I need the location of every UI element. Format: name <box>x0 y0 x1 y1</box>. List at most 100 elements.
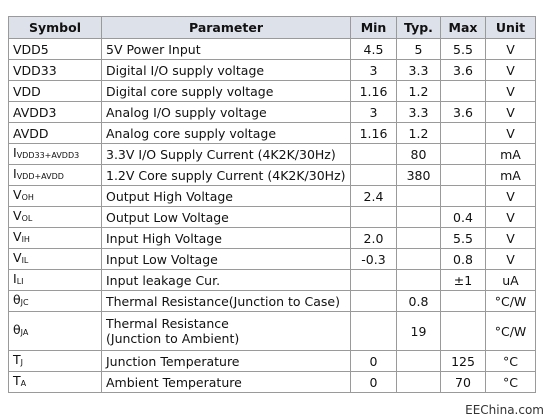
min-cell <box>350 311 397 351</box>
symbol-cell: θJA <box>8 311 102 351</box>
symbol-cell: IVDD+AVDD <box>8 164 102 186</box>
min-cell: 0 <box>350 371 397 393</box>
symbol-cell: VDD <box>8 80 102 102</box>
unit-cell: mA <box>485 143 536 165</box>
unit-cell: V <box>485 227 536 249</box>
unit-cell: °C <box>485 350 536 372</box>
min-cell: 0 <box>350 350 397 372</box>
parameter-cell: 1.2V Core supply Current (4K2K/30Hz) <box>101 164 351 186</box>
table-row: ILI Input leakage Cur. ±1 uA <box>8 269 536 291</box>
max-cell <box>440 290 486 312</box>
symbol-cell: VOH <box>8 185 102 207</box>
typ-cell <box>396 371 441 393</box>
symbol-cell: VIL <box>8 248 102 270</box>
max-cell: ±1 <box>440 269 486 291</box>
symbol-cell: IVDD33+AVDD3 <box>8 143 102 165</box>
unit-cell: V <box>485 248 536 270</box>
table-row: AVDD Analog core supply voltage 1.16 1.2 V <box>8 122 536 144</box>
header-cell: Parameter <box>101 16 351 39</box>
max-cell: 70 <box>440 371 486 393</box>
symbol-subscript: OH <box>21 193 34 202</box>
min-cell: -0.3 <box>350 248 397 270</box>
max-cell <box>440 164 486 186</box>
symbol-subscript: JA <box>20 328 29 337</box>
typ-cell: 80 <box>396 143 441 165</box>
symbol: I <box>13 166 17 181</box>
parameter-cell: Analog I/O supply voltage <box>101 101 351 123</box>
max-cell <box>440 80 486 102</box>
min-cell: 2.4 <box>350 185 397 207</box>
table-row: VOH Output High Voltage 2.4 V <box>8 185 536 207</box>
typ-cell: 3.3 <box>396 101 441 123</box>
max-cell: 3.6 <box>440 59 486 81</box>
table-row: VDD5 5V Power Input 4.5 5 5.5 V <box>8 38 536 60</box>
unit-cell: °C/W <box>485 290 536 312</box>
parameter-cell: Input Low Voltage <box>101 248 351 270</box>
typ-cell <box>396 350 441 372</box>
max-cell: 125 <box>440 350 486 372</box>
table-row: VDD33 Digital I/O supply voltage 3 3.3 3.6 V <box>8 59 536 81</box>
symbol: V <box>13 250 22 265</box>
symbol: T <box>13 352 21 367</box>
table-row: TA Ambient Temperature 0 70 °C <box>8 371 536 393</box>
table-row: VOL Output Low Voltage 0.4 V <box>8 206 536 228</box>
max-cell: 0.4 <box>440 206 486 228</box>
max-cell <box>440 311 486 351</box>
min-cell: 2.0 <box>350 227 397 249</box>
unit-cell: uA <box>485 269 536 291</box>
max-cell: 5.5 <box>440 38 486 60</box>
symbol-cell: TA <box>8 371 102 393</box>
spec-table: Symbol Parameter Min Typ. Max Unit VDD5 5V Pow… <box>8 16 536 393</box>
parameter-cell: Analog core supply voltage <box>101 122 351 144</box>
symbol: AVDD3 <box>13 104 57 120</box>
min-cell <box>350 164 397 186</box>
parameter-cell: Ambient Temperature <box>101 371 351 393</box>
header-cell: Max <box>440 16 486 39</box>
symbol: θ <box>13 322 21 337</box>
table-row: TJ Junction Temperature 0 125 °C <box>8 350 536 372</box>
parameter-line: Thermal Resistance <box>106 316 229 331</box>
watermark: EEChina.com <box>465 403 544 417</box>
parameter-cell: Output High Voltage <box>101 185 351 207</box>
symbol: VDD33 <box>13 62 57 78</box>
symbol-cell: AVDD <box>8 122 102 144</box>
symbol-subscript: IH <box>21 235 30 244</box>
header-cell: Symbol <box>8 16 102 39</box>
parameter-cell: Digital core supply voltage <box>101 80 351 102</box>
typ-cell: 0.8 <box>396 290 441 312</box>
symbol: V <box>13 208 22 223</box>
symbol: V <box>13 229 22 244</box>
typ-cell <box>396 227 441 249</box>
symbol-cell: TJ <box>8 350 102 372</box>
typ-cell: 380 <box>396 164 441 186</box>
table-row: θJC Thermal Resistance(Junction to Case) 0… <box>8 290 536 312</box>
symbol-subscript: J <box>20 358 23 367</box>
header-cell: Typ. <box>396 16 441 39</box>
parameter-cell: Thermal Resistance (Junction to Ambient) <box>101 311 351 351</box>
unit-cell: V <box>485 185 536 207</box>
table-row: IVDD+AVDD 1.2V Core supply Current (4K2K/… <box>8 164 536 186</box>
symbol: AVDD <box>13 125 49 141</box>
header-row: Symbol Parameter Min Typ. Max Unit <box>8 16 536 39</box>
unit-cell: V <box>485 206 536 228</box>
symbol: V <box>13 187 22 202</box>
max-cell: 5.5 <box>440 227 486 249</box>
symbol: I <box>13 271 17 286</box>
typ-cell: 1.2 <box>396 80 441 102</box>
max-cell <box>440 122 486 144</box>
parameter-cell: Input leakage Cur. <box>101 269 351 291</box>
parameter-line: (Junction to Ambient) <box>106 331 240 346</box>
max-cell: 3.6 <box>440 101 486 123</box>
header-cell: Unit <box>485 16 536 39</box>
symbol-cell: VDD5 <box>8 38 102 60</box>
unit-cell: V <box>485 38 536 60</box>
min-cell: 1.16 <box>350 80 397 102</box>
parameter-cell: Digital I/O supply voltage <box>101 59 351 81</box>
typ-cell <box>396 269 441 291</box>
unit-cell: V <box>485 122 536 144</box>
symbol: T <box>13 373 21 388</box>
typ-cell: 5 <box>396 38 441 60</box>
table-row: VIH Input High Voltage 2.0 5.5 V <box>8 227 536 249</box>
symbol-subscript: OL <box>21 214 33 223</box>
